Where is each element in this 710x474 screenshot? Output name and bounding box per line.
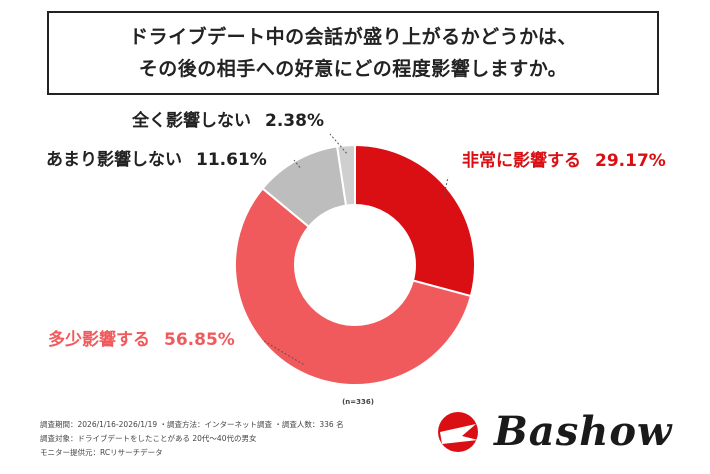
slice-value-text: 56.85% [164, 330, 235, 350]
slice-value-text: 29.17% [595, 151, 666, 171]
bashow-logo-mark-icon [438, 412, 478, 452]
label-not-much: あまり影響しない 11.61% [46, 149, 267, 170]
bashow-logo-text: Bashow [494, 408, 673, 455]
slice-value-text: 11.61% [196, 150, 267, 170]
leader-line [329, 133, 348, 154]
label-somewhat: 多少影響する 56.85% [48, 329, 235, 350]
label-very-much: 非常に影響する 29.17% [462, 150, 666, 171]
title-box: ドライブデート中の会話が盛り上がるかどうかは、 その後の相手への好意にどの程度影… [47, 11, 659, 95]
footer-line-period: 調査期間：2026/1/16-2026/1/19 ・調査方法：インターネット調査… [40, 420, 344, 429]
survey-footer: 調査期間：2026/1/16-2026/1/19 ・調査方法：インターネット調査… [40, 418, 344, 460]
slice-label-text: 非常に影響する [462, 150, 581, 171]
label-not-at-all: 全く影響しない 2.38% [131, 110, 324, 131]
leader-line [443, 176, 449, 197]
leader-line [261, 339, 304, 365]
slice-not-at-all [335, 143, 356, 207]
donut-slices [234, 143, 476, 386]
slice-label-text: 全く影響しない [131, 110, 251, 131]
slice-value-text: 2.38% [265, 111, 324, 131]
slice-labels: 非常に影響する 29.17% 多少影響する 56.85% あまり影響しない 11.61% 全… [46, 110, 666, 350]
leader-line [293, 159, 301, 168]
title-line-1: ドライブデート中の会話が盛り上がるかどうかは、 [129, 26, 577, 48]
bashow-logo: Bashow [432, 402, 682, 462]
footer-line-source: モニター提供元：RCリサーチデータ [40, 448, 163, 457]
slice-very-much [354, 143, 476, 298]
footer-line-target: 調査対象：ドライブデートをしたことがある 20代～40代の男女 [40, 434, 257, 443]
title-line-2: その後の相手への好意にどの程度影響しますか。 [138, 58, 568, 80]
slice-label-text: あまり影響しない [46, 149, 182, 170]
sample-size-note: (n=336) [342, 398, 374, 406]
leader-lines [261, 133, 449, 365]
slice-label-text: 多少影響する [48, 329, 150, 350]
slice-somewhat [234, 187, 473, 386]
